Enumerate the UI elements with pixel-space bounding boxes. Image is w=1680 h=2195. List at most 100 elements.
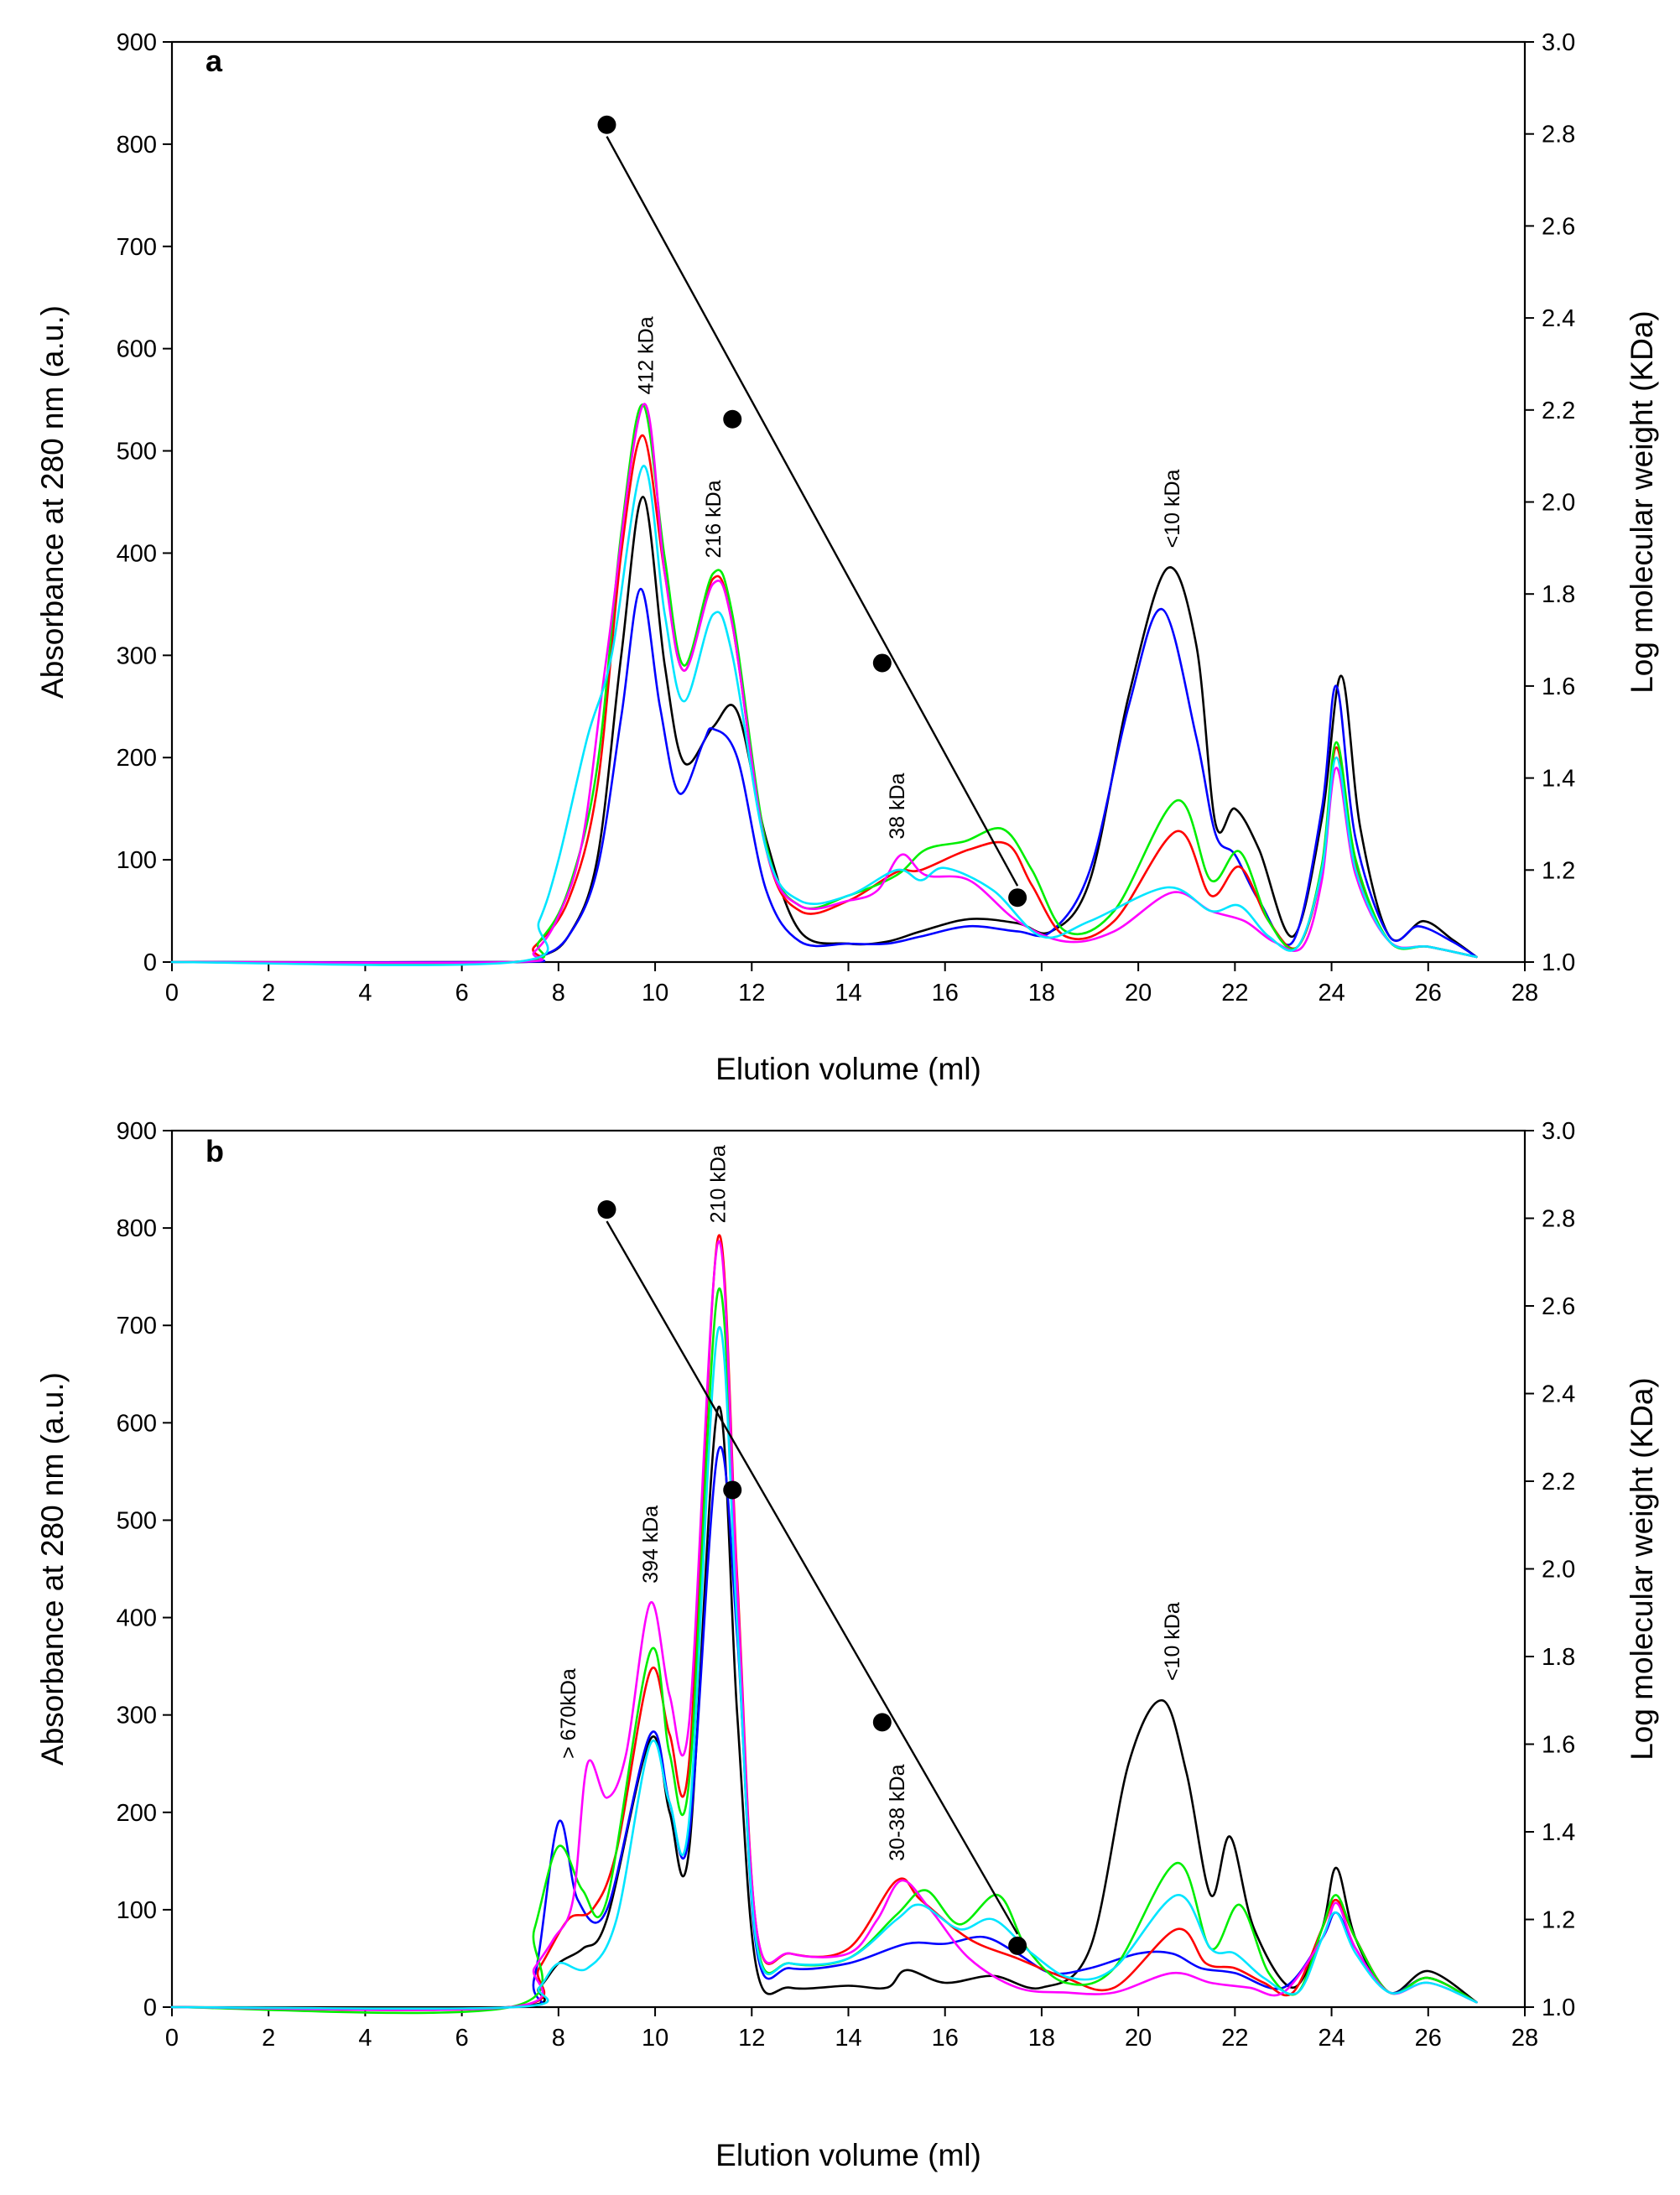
x-tick-label: 12 <box>738 2025 765 2052</box>
calibration-point <box>597 115 616 134</box>
y-tick-label: 500 <box>117 1507 157 1534</box>
x-tick-label: 6 <box>455 2025 469 2052</box>
y2-tick-label: 2.2 <box>1542 398 1575 424</box>
y2-tick-label: 2.2 <box>1542 1469 1575 1495</box>
series-line-blue <box>170 1445 1478 2010</box>
y-tick-label: 100 <box>117 847 157 874</box>
series-line-cyan <box>170 465 1478 966</box>
x-tick-label: 8 <box>552 2025 565 2052</box>
series-line-green <box>170 1287 1478 2015</box>
x-tick-label: 14 <box>835 980 861 1006</box>
y2-tick-label: 1.6 <box>1542 674 1575 700</box>
x-tick-label: 28 <box>1511 980 1538 1006</box>
y2-tick-label: 1.2 <box>1542 1907 1575 1934</box>
y2-axis-label: Log molecular weight (KDa) <box>1625 1377 1659 1761</box>
x-tick-label: 24 <box>1318 2025 1345 2052</box>
series-line-cyan <box>170 1326 1478 2010</box>
x-tick-label: 16 <box>932 2025 959 2052</box>
x-tick-label: 24 <box>1318 980 1345 1006</box>
calibration-point <box>723 1480 742 1500</box>
y-tick-label: 800 <box>117 132 157 159</box>
x-axis-label: Elution volume (ml) <box>715 1052 981 1086</box>
y2-tick-label: 1.0 <box>1542 1995 1575 2021</box>
y-tick-label: 300 <box>117 1703 157 1729</box>
y-tick-label: 0 <box>143 1995 157 2021</box>
calibration-line <box>606 1220 1019 1935</box>
peak-annotation: 394 kDa <box>639 1506 663 1584</box>
calibration-point <box>1008 1936 1027 1955</box>
y-tick-label: 400 <box>117 1605 157 1632</box>
y2-tick-label: 2.0 <box>1542 1557 1575 1584</box>
x-tick-label: 10 <box>642 2025 668 2052</box>
y-tick-label: 200 <box>117 745 157 772</box>
y2-tick-label: 2.4 <box>1542 1381 1575 1408</box>
series-line-black <box>170 496 1478 964</box>
peak-annotation: 412 kDa <box>634 316 658 394</box>
calibration-line <box>606 136 1019 887</box>
x-tick-label: 18 <box>1028 2025 1055 2052</box>
y-tick-label: 900 <box>117 1118 157 1145</box>
x-tick-label: 28 <box>1511 2025 1538 2052</box>
y2-tick-label: 1.8 <box>1542 581 1575 608</box>
calibration-point <box>723 409 742 429</box>
panel-label: a <box>205 44 223 78</box>
peak-annotation: 210 kDa <box>707 1145 731 1223</box>
panel-label: b <box>205 1134 224 1168</box>
y-tick-label: 300 <box>117 642 157 669</box>
x-tick-label: 8 <box>552 980 565 1006</box>
x-tick-label: 26 <box>1415 2025 1442 2052</box>
x-tick-label: 2 <box>262 980 275 1006</box>
calibration-point <box>872 653 892 673</box>
y2-tick-label: 1.6 <box>1542 1732 1575 1759</box>
chart-panel-b: 0 2 4 6 8 10 12 14 16 18 20 22 24 26 28010020030040050… <box>35 1118 1659 2172</box>
x-tick-label: 22 <box>1221 980 1248 1006</box>
x-tick-label: 4 <box>358 2025 372 2052</box>
x-tick-label: 26 <box>1415 980 1442 1006</box>
peak-annotation: <10 kDa <box>1161 469 1184 548</box>
y-tick-label: 600 <box>117 1410 157 1437</box>
y2-tick-label: 2.8 <box>1542 1206 1575 1233</box>
x-tick-label: 20 <box>1125 2025 1152 2052</box>
x-tick-label: 6 <box>455 980 469 1006</box>
y-tick-label: 700 <box>117 234 157 261</box>
peak-annotation: 38 kDa <box>886 772 909 839</box>
y-tick-label: 900 <box>117 29 157 56</box>
y2-tick-label: 2.8 <box>1542 122 1575 148</box>
x-tick-label: 0 <box>165 980 179 1006</box>
y-axis-label: Absorbance at 280 nm (a.u.) <box>35 1372 70 1766</box>
x-axis-label: Elution volume (ml) <box>715 2138 981 2172</box>
calibration-point <box>1008 888 1027 908</box>
y2-tick-label: 1.2 <box>1542 857 1575 884</box>
series-line-magenta <box>170 403 1478 965</box>
x-tick-label: 16 <box>932 980 959 1006</box>
plot-frame <box>170 1129 1527 2009</box>
y2-tick-label: 2.6 <box>1542 1293 1575 1320</box>
x-tick-label: 12 <box>738 980 765 1006</box>
y-tick-label: 200 <box>117 1800 157 1827</box>
x-tick-label: 2 <box>262 2025 275 2052</box>
x-tick-label: 4 <box>358 980 372 1006</box>
peak-annotation: 216 kDa <box>702 480 726 558</box>
y-tick-label: 100 <box>117 1897 157 1924</box>
y2-tick-label: 2.6 <box>1542 213 1575 240</box>
calibration-point <box>872 1713 892 1732</box>
series-line-magenta <box>170 1240 1478 2011</box>
series-line-black <box>170 1405 1478 2010</box>
series-line-green <box>170 403 1478 965</box>
y2-tick-label: 3.0 <box>1542 29 1575 56</box>
y2-tick-label: 1.8 <box>1542 1644 1575 1671</box>
x-tick-label: 10 <box>642 980 668 1006</box>
x-tick-label: 14 <box>835 2025 861 2052</box>
y2-tick-label: 2.4 <box>1542 305 1575 332</box>
x-tick-label: 22 <box>1221 2025 1248 2052</box>
peak-annotation: > 670kDa <box>557 1668 580 1759</box>
series-line-red <box>170 434 1478 965</box>
series-line-red <box>170 1234 1478 2011</box>
y-tick-label: 500 <box>117 439 157 466</box>
y-tick-label: 800 <box>117 1215 157 1242</box>
x-tick-label: 0 <box>165 2025 179 2052</box>
y-axis-label: Absorbance at 280 nm (a.u.) <box>35 305 70 699</box>
y2-tick-label: 1.0 <box>1542 949 1575 976</box>
y-tick-label: 700 <box>117 1313 157 1339</box>
